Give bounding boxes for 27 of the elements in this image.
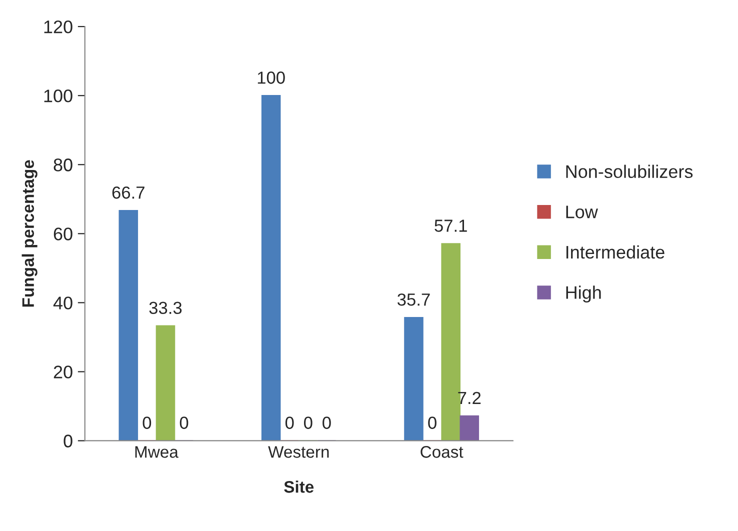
data-label: 35.7 — [398, 293, 430, 306]
y-axis-title: Fungal percentage — [22, 160, 38, 307]
y-tick-label: 20 — [54, 366, 72, 378]
y-tick-label: 40 — [53, 296, 72, 310]
data-label: 0 — [142, 416, 152, 429]
legend-label: Low — [566, 206, 598, 218]
y-tick-label: 0 — [64, 434, 72, 448]
x-axis-title: Site — [284, 480, 314, 493]
data-label: 0 — [180, 416, 188, 429]
y-tick-label: 120 — [44, 20, 72, 34]
x-tick-label: Western — [268, 446, 329, 458]
y-tick-label: 100 — [44, 90, 72, 102]
x-tick-label: Mwea — [135, 446, 178, 458]
data-label: 100 — [258, 72, 285, 84]
y-tick-label: 80 — [54, 158, 72, 172]
data-label: 0 — [304, 416, 312, 429]
legend-label: High — [566, 286, 601, 303]
data-label: 57.1 — [434, 220, 467, 232]
data-label: 33.3 — [149, 302, 182, 314]
data-label: 66.7 — [112, 186, 144, 199]
y-tick-label: 60 — [54, 228, 72, 240]
data-label: 0 — [322, 416, 331, 429]
data-label: 0 — [285, 416, 294, 429]
legend-label: Non-solubilizers — [566, 164, 693, 178]
data-label: 0 — [428, 416, 436, 429]
x-tick-label: Coast — [420, 446, 464, 458]
legend-label: Intermediate — [566, 245, 664, 259]
